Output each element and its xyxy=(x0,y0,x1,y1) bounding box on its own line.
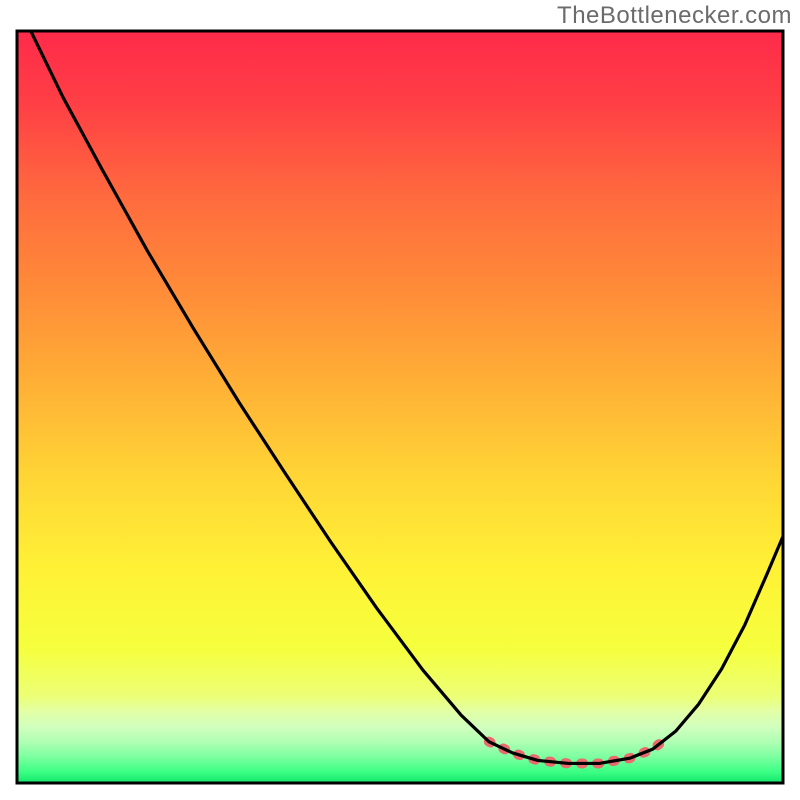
chart-container: TheBottlenecker.com xyxy=(0,0,800,800)
bottleneck-chart xyxy=(0,0,800,800)
watermark-label: TheBottlenecker.com xyxy=(557,2,792,30)
gradient-background xyxy=(17,31,783,783)
